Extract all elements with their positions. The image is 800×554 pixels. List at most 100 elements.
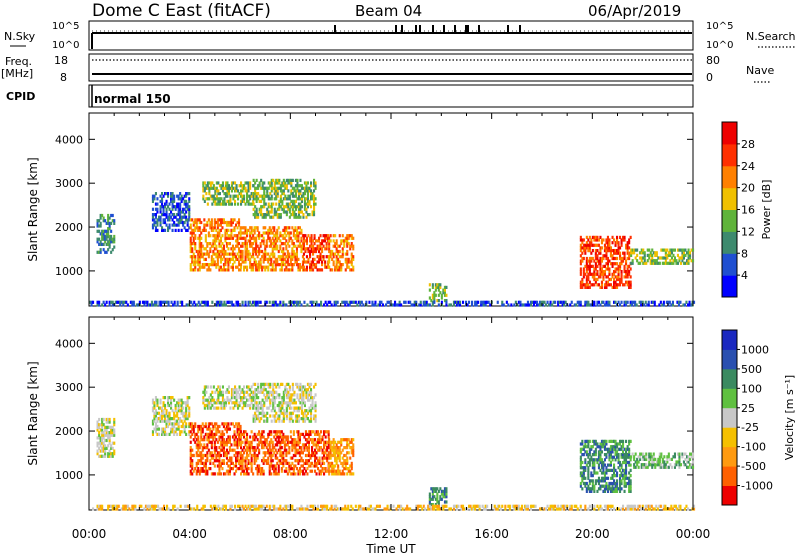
data-cell [285,184,288,188]
data-cell [226,192,229,196]
data-cell [228,438,231,442]
data-cell [302,411,305,415]
data-cell [602,479,605,483]
data-cell [302,247,305,251]
data-cell [276,430,279,434]
data-cell [203,424,206,429]
data-cell [167,228,170,232]
data-cell [340,242,343,246]
data-cell [297,192,300,196]
data-cell [295,249,298,254]
data-cell [168,417,171,421]
data-cell [153,414,156,418]
data-cell [165,199,168,203]
data-cell [590,241,593,245]
data-cell [317,438,320,442]
data-cell [273,300,276,304]
data-cell [179,398,182,402]
data-cell [603,243,606,247]
data-cell [108,234,111,239]
data-cell [311,192,314,196]
data-cell [279,443,282,447]
data-cell [104,438,107,443]
data-cell [585,463,588,467]
data-cell [282,419,285,423]
data-cell [125,300,128,304]
data-cell [667,251,670,255]
data-cell [350,268,353,272]
data-cell [622,283,625,287]
data-cell [210,422,213,426]
data-cell [292,453,295,458]
data-cell [298,469,301,473]
data-cell [268,228,271,232]
data-cell [105,232,108,236]
data-cell [208,192,211,196]
data-cell [236,257,239,261]
data-cell [291,207,294,211]
data-cell [310,205,313,209]
data-cell [278,205,281,209]
data-cell [305,268,308,272]
data-cell [334,265,337,269]
data-cell [648,248,651,252]
data-cell [315,430,318,434]
data-cell [207,255,210,259]
data-cell [288,215,291,219]
data-cell [212,249,215,254]
data-cell [208,396,211,400]
data-cell [282,257,285,261]
data-cell [138,300,141,304]
data-cell [291,210,294,214]
data-cell [255,252,258,256]
data-cell [207,252,210,256]
data-cell [113,449,116,453]
data-cell [194,303,197,307]
data-cell [584,285,587,289]
data-cell [212,453,215,458]
data-cell [217,300,220,304]
data-cell [250,430,253,434]
data-cell [327,446,330,450]
data-cell [238,218,241,222]
data-cell [587,471,590,475]
data-cell [215,255,218,259]
data-cell [212,260,215,264]
data-cell [210,228,213,232]
data-cell [324,260,327,264]
data-cell [575,303,578,307]
data-cell [257,192,260,196]
data-cell [603,476,606,480]
data-cell [263,213,266,217]
data-cell [630,253,633,257]
data-cell [321,438,324,442]
data-cell [274,265,277,269]
data-cell [263,382,266,386]
data-cell [235,189,238,193]
data-cell [603,463,606,467]
data-cell [324,435,327,439]
data-cell [353,300,356,304]
data-cell [244,443,247,447]
data-cell [276,440,279,444]
data-cell [235,459,238,463]
data-cell [164,192,167,196]
data-cell [221,385,224,389]
data-cell [258,181,261,185]
data-cell [218,252,221,256]
colorbar-segment [722,209,737,232]
data-cell [268,226,271,230]
data-cell [222,218,225,222]
data-cell [273,464,276,468]
data-cell [209,406,212,410]
data-cell [263,414,266,418]
data-cell [313,385,316,389]
data-cell [240,192,243,196]
data-cell [171,207,174,211]
data-cell [156,197,159,201]
data-cell [189,430,192,434]
data-cell [631,300,634,304]
data-cell [593,442,596,446]
data-cell [587,259,590,263]
data-cell [189,242,192,246]
